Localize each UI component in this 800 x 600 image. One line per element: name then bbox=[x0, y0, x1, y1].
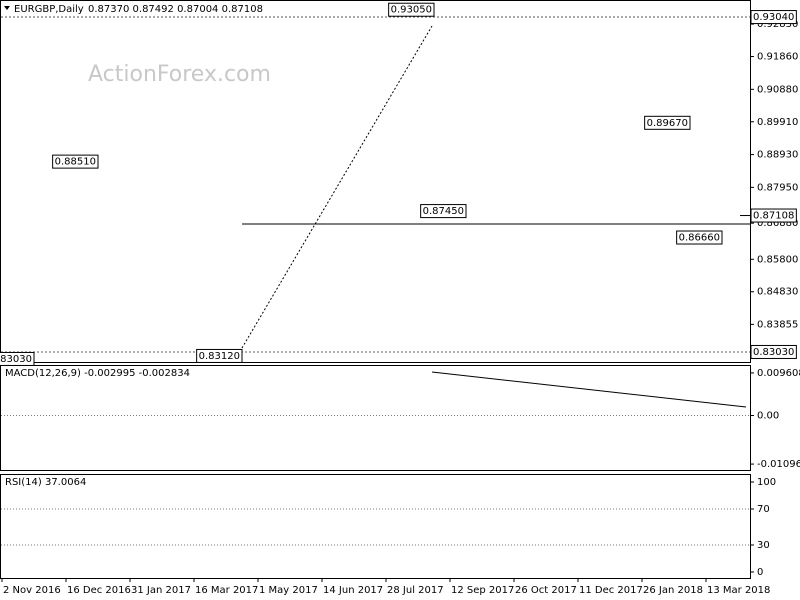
y-tick-label: 0.92830 bbox=[757, 19, 798, 30]
x-tick-label: 12 Sep 2017 bbox=[451, 585, 514, 596]
annotation-box bbox=[52, 154, 99, 169]
annotation-label: 0.86660 bbox=[679, 233, 720, 244]
x-tick-label: 2 Nov 2016 bbox=[3, 585, 61, 596]
y-tick-label: 70 bbox=[757, 504, 770, 515]
y-tick-label: 0.85800 bbox=[757, 254, 798, 265]
annotation-box bbox=[420, 204, 467, 219]
axis-price-box bbox=[750, 344, 797, 359]
y-tick-label: 0.86880 bbox=[757, 218, 798, 229]
annotation-box bbox=[0, 351, 35, 366]
annotation-box bbox=[676, 230, 723, 245]
chart-title: EURGBP,Daily bbox=[14, 4, 84, 15]
watermark: ActionForex.com bbox=[88, 62, 271, 87]
rsi-title: RSI(14) 37.0064 bbox=[5, 477, 86, 488]
x-tick-label: 26 Jan 2018 bbox=[643, 585, 703, 596]
y-tick-label: 0.83855 bbox=[757, 319, 798, 330]
axis-price-box bbox=[750, 10, 797, 25]
annotation-box bbox=[644, 115, 691, 130]
y-tick-label: 0.87950 bbox=[757, 182, 798, 193]
chart-subtitle: 0.87370 0.87492 0.87004 0.87108 bbox=[88, 4, 263, 15]
last-price-box bbox=[750, 208, 797, 223]
rsi-frame bbox=[0, 474, 751, 579]
x-tick-label: 28 Jul 2017 bbox=[387, 585, 444, 596]
annotation-box bbox=[388, 2, 435, 17]
annotation-label: 0.89670 bbox=[647, 118, 688, 129]
y-tick-label: 0.91860 bbox=[757, 52, 798, 63]
axis-price-label: 0.93040 bbox=[753, 12, 794, 23]
y-tick-label: 0.84830 bbox=[757, 287, 798, 298]
y-tick-label: 30 bbox=[757, 540, 770, 551]
annotation-label: 0.83030 bbox=[0, 354, 32, 365]
price-frame bbox=[0, 0, 751, 363]
macd-frame bbox=[0, 365, 751, 471]
y-tick-label: 0.00 bbox=[757, 410, 779, 421]
x-tick-label: 16 Dec 2016 bbox=[67, 585, 131, 596]
annotation-box bbox=[196, 348, 243, 363]
y-tick-label: 0.89910 bbox=[757, 117, 798, 128]
x-tick-label: 31 Jan 2017 bbox=[131, 585, 191, 596]
annotation-label: 0.93050 bbox=[391, 5, 432, 16]
macd-title: MACD(12,26,9) -0.002995 -0.002834 bbox=[5, 368, 190, 379]
annotation-label: 0.83120 bbox=[199, 351, 240, 362]
annotation-label: 0.87450 bbox=[423, 206, 464, 217]
y-tick-label: 0 bbox=[757, 567, 763, 578]
y-tick-label: 100 bbox=[757, 477, 776, 488]
axis-price-label: 0.83030 bbox=[753, 347, 794, 358]
x-tick-label: 14 Jun 2017 bbox=[323, 585, 383, 596]
x-tick-label: 1 May 2017 bbox=[259, 585, 318, 596]
x-tick-label: 11 Dec 2017 bbox=[579, 585, 643, 596]
menu-triangle bbox=[4, 6, 10, 10]
y-tick-label: 0.88930 bbox=[757, 150, 798, 161]
macd-trend-line bbox=[431, 371, 747, 408]
last-price-label: 0.87108 bbox=[753, 211, 794, 222]
y-tick-label: 0.009608 bbox=[757, 368, 800, 379]
x-tick-label: 13 Mar 2018 bbox=[707, 585, 770, 596]
x-tick-label: 26 Oct 2017 bbox=[515, 585, 577, 596]
x-tick-label: 16 Mar 2017 bbox=[195, 585, 258, 596]
annotation-label: 0.88510 bbox=[55, 157, 96, 168]
y-tick-label: 0.90880 bbox=[757, 84, 798, 95]
